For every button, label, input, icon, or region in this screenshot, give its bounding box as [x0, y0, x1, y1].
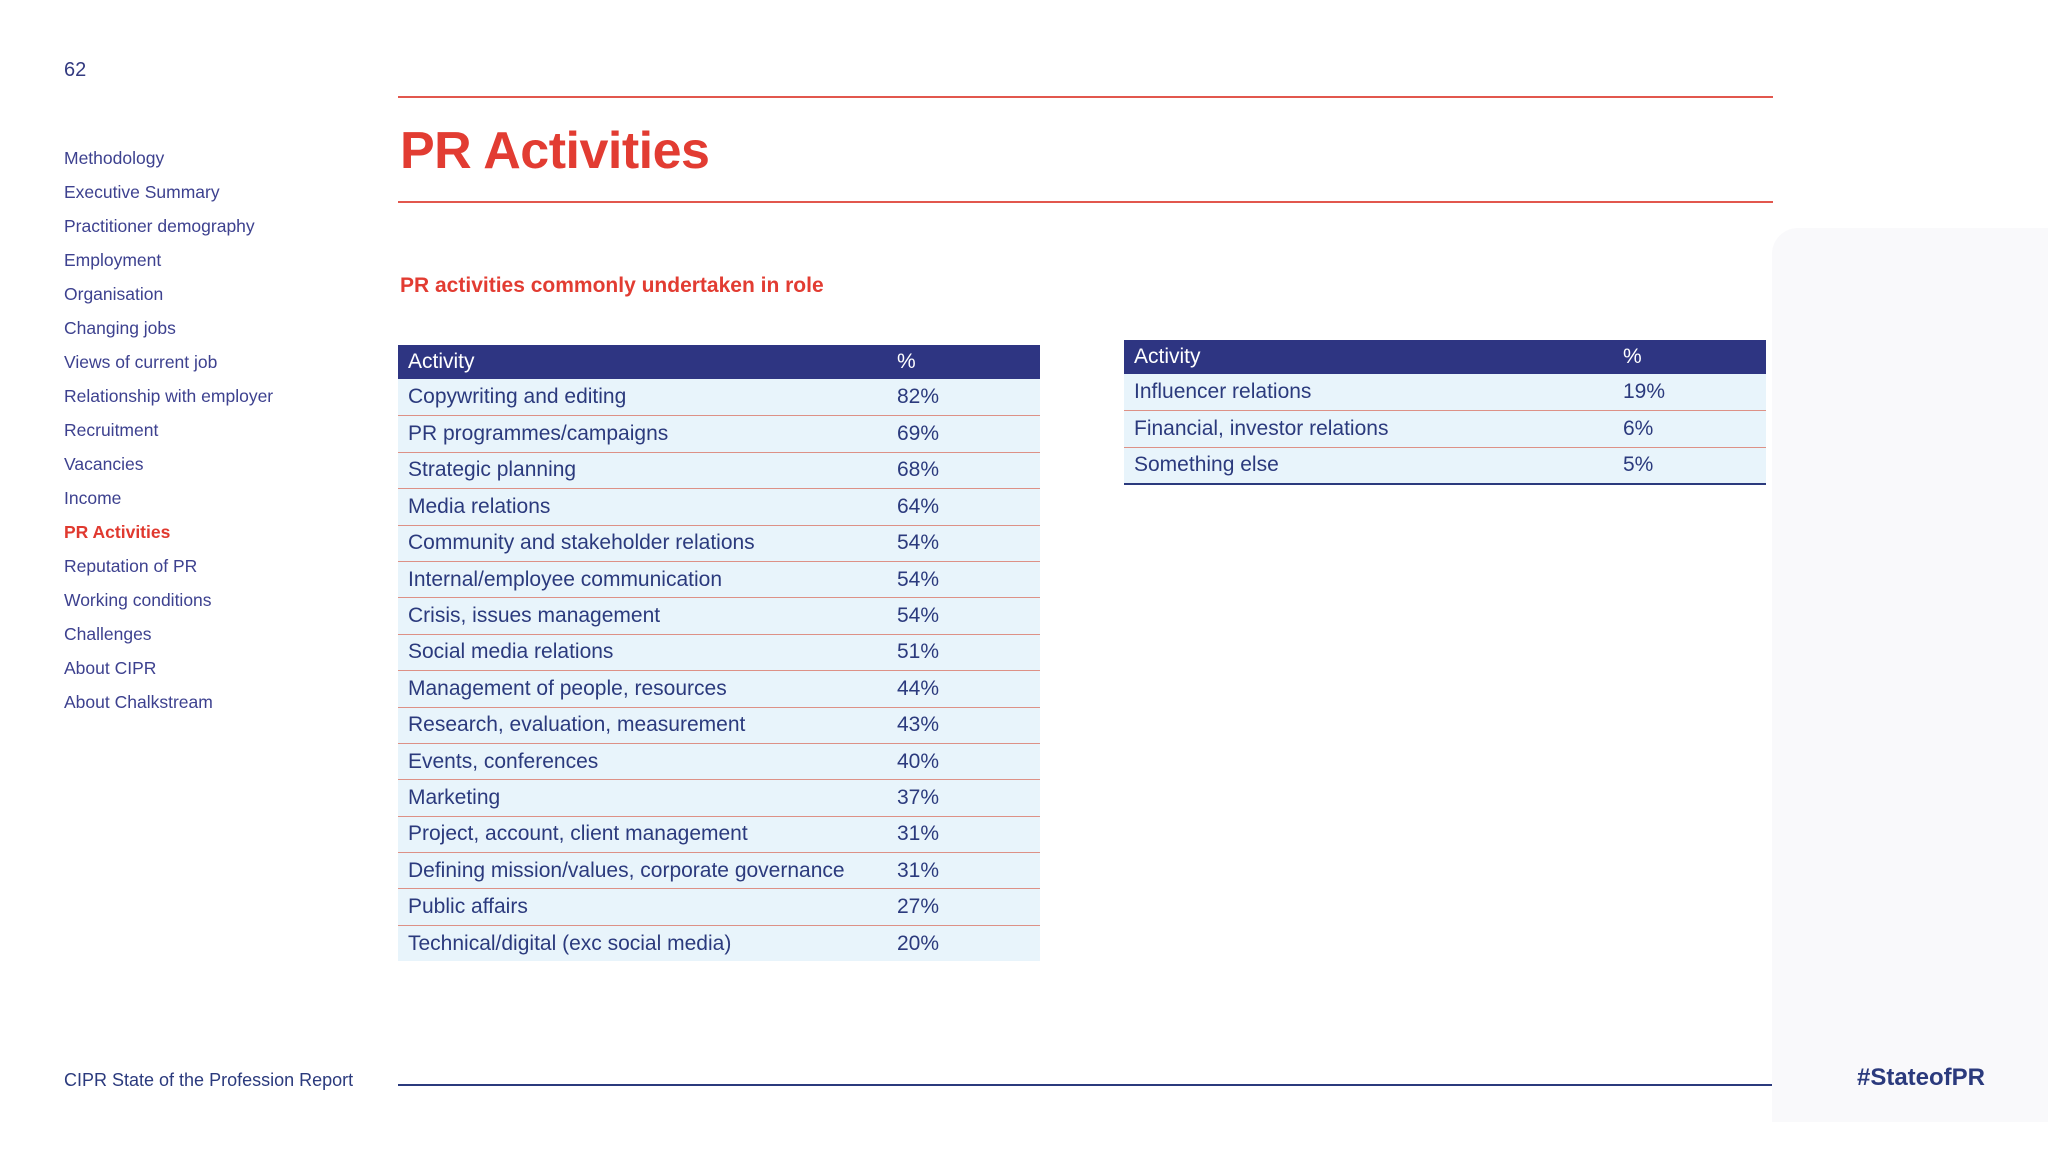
section-heading: PR activities commonly undertaken in rol…	[400, 274, 824, 297]
percent-cell: 82%	[897, 385, 940, 409]
table-row: Social media relations 51%	[398, 633, 1040, 671]
sidebar-item-recruitment[interactable]: Recruitment	[64, 420, 159, 440]
activity-column-header: Activity	[408, 350, 475, 373]
table-row: Copywriting and editing 82%	[398, 379, 1040, 416]
table-row: Internal/employee communication 54%	[398, 560, 1040, 598]
table-header-row: Activity %	[1124, 340, 1766, 374]
sidebar-item-income[interactable]: Income	[64, 488, 122, 508]
activity-cell: Community and stakeholder relations	[408, 531, 755, 555]
percent-cell: 5%	[1623, 453, 1654, 477]
table-row: Financial, investor relations 6%	[1124, 410, 1766, 447]
activity-column-header: Activity	[1134, 345, 1201, 368]
table-row: Management of people, resources 44%	[398, 670, 1040, 707]
activity-cell: Strategic planning	[408, 458, 577, 482]
activity-cell: Something else	[1134, 453, 1279, 477]
activity-cell: Marketing	[408, 785, 501, 809]
table-row: Something else 5%	[1124, 446, 1766, 484]
percent-cell: 64%	[897, 494, 940, 518]
footer-report-name: CIPR State of the Profession Report	[64, 1070, 354, 1090]
footer-hashtag: #StateofPR	[1856, 1064, 1985, 1091]
title-rule-top	[398, 96, 1773, 98]
activity-cell: Crisis, issues management	[408, 604, 661, 628]
page-title: PR Activities	[400, 122, 710, 180]
title-rule-bottom	[398, 201, 1773, 203]
table-row: Marketing 37%	[398, 779, 1040, 816]
percent-cell: 37%	[897, 785, 940, 809]
activity-cell: Technical/digital (exc social media)	[408, 931, 732, 955]
percent-cell: 6%	[1623, 417, 1654, 441]
percent-cell: 68%	[897, 458, 940, 482]
right-page-shade	[1772, 228, 2048, 1122]
activity-cell: Public affairs	[408, 895, 528, 919]
percent-column-header: %	[897, 350, 916, 373]
sidebar-item-vacancies[interactable]: Vacancies	[64, 454, 144, 474]
activity-cell: Defining mission/values, corporate gover…	[408, 858, 845, 882]
table-row: Community and stakeholder relations 54%	[398, 524, 1040, 561]
sidebar-item-reputation-of-pr[interactable]: Reputation of PR	[64, 556, 198, 576]
table-row: Influencer relations 19%	[1124, 374, 1766, 411]
percent-column-header: %	[1623, 345, 1642, 368]
activity-cell: Events, conferences	[408, 749, 599, 773]
sidebar-item-views-of-current-job[interactable]: Views of current job	[64, 352, 218, 372]
sidebar-item-working-conditions[interactable]: Working conditions	[64, 590, 212, 610]
percent-cell: 51%	[897, 640, 940, 664]
page-number: 62	[64, 59, 87, 81]
table-row: Research, evaluation, measurement 43%	[398, 706, 1040, 743]
percent-cell: 27%	[897, 895, 940, 919]
sidebar-nav: Methodology Executive Summary Practitioner…	[64, 141, 394, 719]
percent-cell: 19%	[1623, 380, 1666, 404]
sidebar-item-changing-jobs[interactable]: Changing jobs	[64, 318, 176, 338]
percent-cell: 44%	[897, 676, 940, 700]
percent-cell: 54%	[897, 567, 940, 591]
activities-table-main: Activity % Copywriting and editing 82% PR …	[398, 345, 1040, 962]
sidebar-item-methodology[interactable]: Methodology	[64, 148, 165, 168]
activity-cell: Internal/employee communication	[408, 567, 722, 591]
table-row: Project, account, client management 31%	[398, 815, 1040, 853]
table-row: Events, conferences 40%	[398, 742, 1040, 780]
percent-cell: 54%	[897, 604, 940, 628]
sidebar-item-pr-activities[interactable]: PR Activities	[64, 522, 171, 542]
footer-rule	[398, 1084, 1772, 1086]
table-row: Technical/digital (exc social media) 20%	[398, 924, 1040, 962]
table-row: Defining mission/values, corporate gover…	[398, 852, 1040, 889]
activity-cell: Social media relations	[408, 640, 614, 664]
percent-cell: 31%	[897, 822, 940, 846]
percent-cell: 69%	[897, 422, 940, 446]
activity-cell: Copywriting and editing	[408, 385, 627, 409]
sidebar-item-practitioner-demography[interactable]: Practitioner demography	[64, 216, 255, 236]
sidebar-item-executive-summary[interactable]: Executive Summary	[64, 182, 220, 202]
sidebar-item-relationship-with-employer[interactable]: Relationship with employer	[64, 386, 274, 406]
table-row: Strategic planning 68%	[398, 451, 1040, 489]
sidebar-item-about-cipr[interactable]: About CIPR	[64, 658, 157, 678]
percent-cell: 54%	[897, 531, 940, 555]
percent-cell: 31%	[897, 858, 940, 882]
activity-cell: Media relations	[408, 494, 551, 518]
percent-cell: 43%	[897, 713, 940, 737]
table-row: Media relations 64%	[398, 488, 1040, 525]
sidebar-item-employment[interactable]: Employment	[64, 250, 162, 270]
sidebar-item-about-chalkstream[interactable]: About Chalkstream	[64, 692, 213, 712]
table-row: Public affairs 27%	[398, 888, 1040, 925]
table-row: Crisis, issues management 54%	[398, 597, 1040, 634]
activity-cell: Research, evaluation, measurement	[408, 713, 746, 737]
activity-cell: Influencer relations	[1134, 380, 1312, 404]
table-body: Influencer relations 19% Financial, invest…	[1124, 374, 1766, 484]
sidebar-item-challenges[interactable]: Challenges	[64, 624, 152, 644]
activity-cell: PR programmes/campaigns	[408, 422, 669, 446]
activity-cell: Financial, investor relations	[1134, 417, 1389, 441]
activity-cell: Management of people, resources	[408, 676, 727, 700]
percent-cell: 40%	[897, 749, 940, 773]
activity-cell: Project, account, client management	[408, 822, 748, 846]
percent-cell: 20%	[897, 931, 940, 955]
activities-table-other: Activity % Influencer relations 19% Financ…	[1124, 340, 1766, 486]
sidebar-item-organisation[interactable]: Organisation	[64, 284, 164, 304]
table-header-row: Activity %	[398, 345, 1040, 379]
table-body: Copywriting and editing 82% PR programmes/…	[398, 379, 1040, 962]
table-row: PR programmes/campaigns 69%	[398, 415, 1040, 452]
